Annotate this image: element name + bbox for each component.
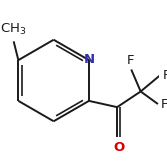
Text: CH$_3$: CH$_3$: [1, 22, 27, 37]
Text: F: F: [127, 54, 134, 67]
Text: F: F: [161, 98, 167, 110]
Text: O: O: [113, 141, 124, 154]
Text: F: F: [162, 69, 167, 82]
Text: N: N: [84, 53, 95, 66]
